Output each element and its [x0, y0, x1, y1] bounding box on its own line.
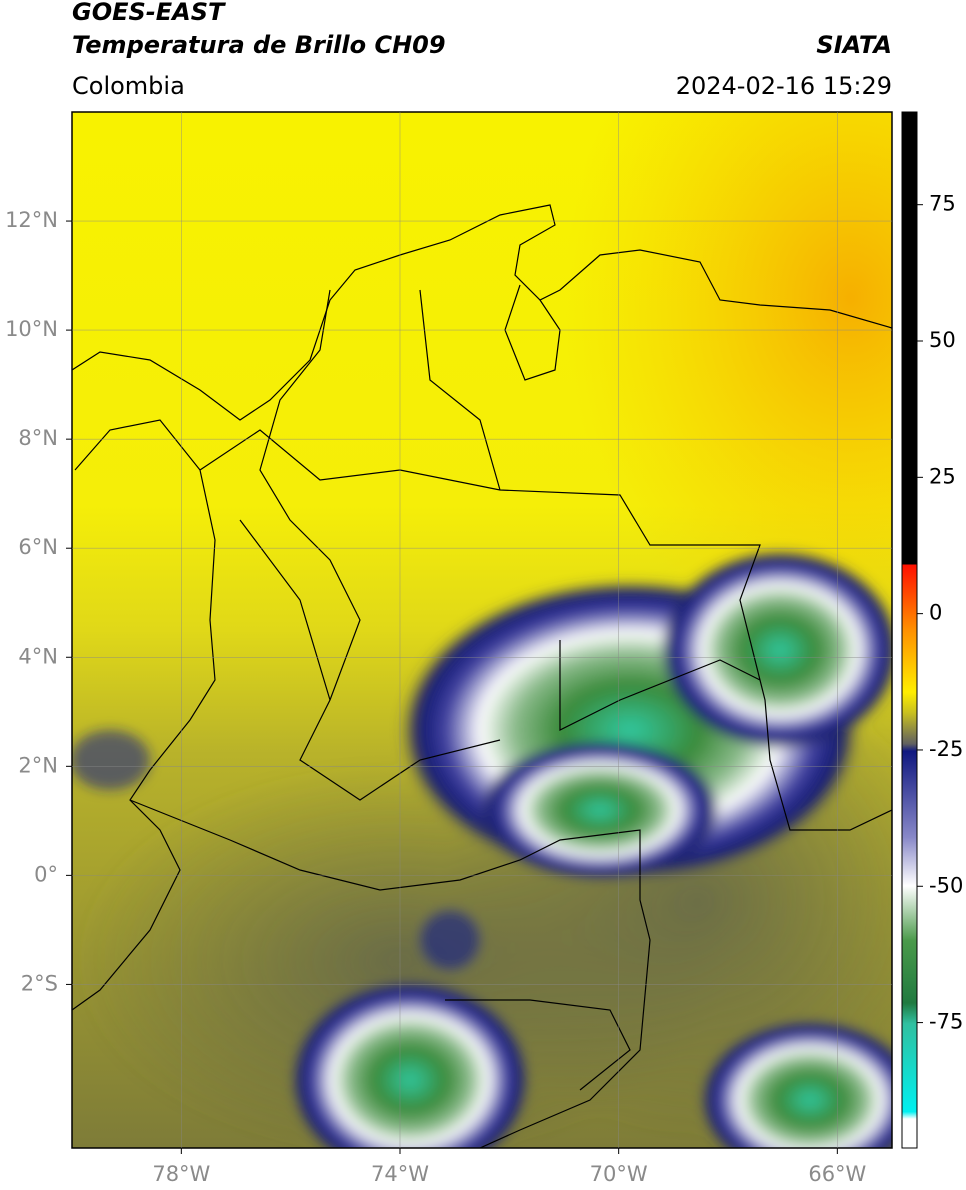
- x-tick-label: 78°W: [152, 1162, 210, 1186]
- colorbar-tick-label: 75: [929, 192, 956, 216]
- y-tick-label: 8°N: [18, 426, 58, 450]
- y-tick-label: 6°N: [18, 535, 58, 559]
- colorbar-tick-label: 0: [929, 601, 942, 625]
- y-tick-label: 2°N: [18, 753, 58, 777]
- datetime: 2024-02-16 15:29: [676, 72, 892, 100]
- source: SIATA: [816, 31, 892, 59]
- satellite-title: GOES-EAST: [72, 0, 226, 26]
- x-tick-label: 70°W: [590, 1162, 648, 1186]
- y-tick-label: 4°N: [18, 644, 58, 668]
- colorbar-tick-label: -75: [929, 1010, 963, 1034]
- imagery: [72, 112, 892, 1148]
- colorbar-tick-label: 25: [929, 464, 956, 488]
- x-tick-label: 66°W: [808, 1162, 866, 1186]
- y-tick-label: 2°S: [21, 971, 58, 995]
- y-tick-label: 0°: [34, 862, 58, 886]
- colorbar-tick-label: -25: [929, 737, 963, 761]
- y-tick-label: 10°N: [5, 317, 58, 341]
- product-title: Temperatura de Brillo CH09: [72, 31, 446, 59]
- x-tick-label: 74°W: [371, 1162, 429, 1186]
- colorbar: [901, 111, 918, 1149]
- colorbar-tick-label: 50: [929, 328, 956, 352]
- map-frame: [71, 111, 893, 1149]
- y-tick-label: 12°N: [5, 208, 58, 232]
- colorbar-tick-label: -50: [929, 873, 963, 897]
- region: Colombia: [72, 72, 185, 100]
